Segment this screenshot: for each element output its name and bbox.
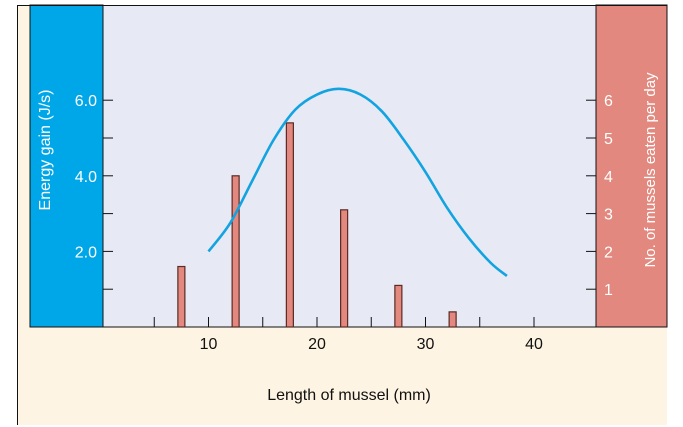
right-axis-panel [596, 5, 667, 327]
bar [231, 175, 240, 328]
x-tick-label: 40 [525, 336, 543, 353]
right-axis-ticks: 1 2 3 4 5 6 [586, 93, 613, 299]
bar [177, 265, 186, 328]
bar [394, 284, 403, 328]
y-right-tick-label: 4 [604, 169, 613, 186]
y-left-tick-label: 4.0 [75, 169, 97, 186]
y-left-tick-label: 2.0 [75, 244, 97, 261]
left-axis-panel [30, 5, 103, 327]
y-right-axis-label: No. of mussels eaten per day [642, 72, 659, 268]
bar [285, 122, 294, 328]
plot-area [103, 5, 596, 327]
y-left-tick-label: 6.0 [75, 93, 97, 110]
x-axis-ticks: 10 20 30 40 [153, 317, 543, 353]
x-tick-label: 20 [308, 336, 326, 353]
left-axis-ticks: 2.0 4.0 6.0 [75, 93, 113, 290]
energy-gain-curve [207, 87, 508, 277]
y-left-axis-label: Energy gain (J/s) [37, 90, 54, 211]
y-right-tick-label: 1 [604, 282, 613, 299]
x-axis-label: Length of mussel (mm) [267, 387, 431, 404]
x-tick-label: 30 [417, 336, 435, 353]
y-right-tick-label: 5 [604, 131, 613, 148]
bar-series [177, 122, 457, 328]
bar [340, 209, 349, 328]
y-right-tick-label: 6 [604, 93, 613, 110]
y-right-tick-label: 3 [604, 207, 613, 224]
x-tick-label: 10 [200, 336, 218, 353]
y-right-tick-label: 2 [604, 244, 613, 261]
bar [448, 311, 457, 328]
